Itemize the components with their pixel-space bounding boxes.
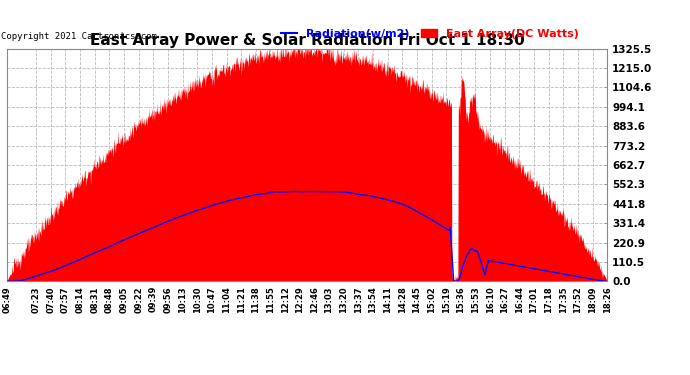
Text: Copyright 2021 Cartronics.com: Copyright 2021 Cartronics.com — [1, 33, 157, 42]
Title: East Array Power & Solar Radiation Fri Oct 1 18:30: East Array Power & Solar Radiation Fri O… — [90, 33, 524, 48]
Legend: Radiation(w/m2), East Array(DC Watts): Radiation(w/m2), East Array(DC Watts) — [276, 24, 584, 43]
